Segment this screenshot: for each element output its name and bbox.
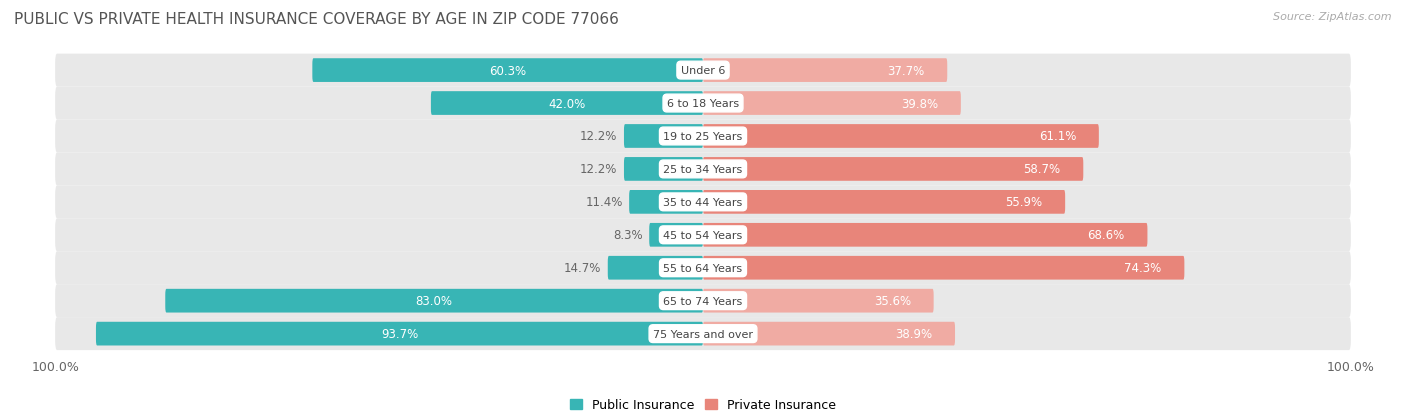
Text: 55 to 64 Years: 55 to 64 Years [664, 263, 742, 273]
Text: 14.7%: 14.7% [564, 261, 602, 275]
Text: 37.7%: 37.7% [887, 64, 925, 77]
FancyBboxPatch shape [703, 59, 948, 83]
Text: 25 to 34 Years: 25 to 34 Years [664, 164, 742, 175]
FancyBboxPatch shape [703, 92, 960, 116]
FancyBboxPatch shape [312, 59, 703, 83]
Text: 35.6%: 35.6% [875, 294, 911, 307]
Text: 83.0%: 83.0% [416, 294, 453, 307]
Text: 38.9%: 38.9% [896, 328, 932, 340]
Text: 68.6%: 68.6% [1087, 229, 1125, 242]
Text: 6 to 18 Years: 6 to 18 Years [666, 99, 740, 109]
Text: 75 Years and over: 75 Years and over [652, 329, 754, 339]
FancyBboxPatch shape [703, 190, 1066, 214]
Text: 8.3%: 8.3% [613, 229, 643, 242]
Text: 19 to 25 Years: 19 to 25 Years [664, 132, 742, 142]
FancyBboxPatch shape [628, 190, 703, 214]
FancyBboxPatch shape [96, 322, 703, 346]
Text: 12.2%: 12.2% [581, 130, 617, 143]
FancyBboxPatch shape [650, 223, 703, 247]
FancyBboxPatch shape [55, 285, 1351, 317]
FancyBboxPatch shape [55, 153, 1351, 186]
Text: 42.0%: 42.0% [548, 97, 585, 110]
Text: 60.3%: 60.3% [489, 64, 526, 77]
Text: 45 to 54 Years: 45 to 54 Years [664, 230, 742, 240]
FancyBboxPatch shape [624, 158, 703, 181]
Text: Source: ZipAtlas.com: Source: ZipAtlas.com [1274, 12, 1392, 22]
FancyBboxPatch shape [166, 289, 703, 313]
FancyBboxPatch shape [703, 289, 934, 313]
Text: PUBLIC VS PRIVATE HEALTH INSURANCE COVERAGE BY AGE IN ZIP CODE 77066: PUBLIC VS PRIVATE HEALTH INSURANCE COVER… [14, 12, 619, 27]
Text: 65 to 74 Years: 65 to 74 Years [664, 296, 742, 306]
FancyBboxPatch shape [55, 120, 1351, 153]
Text: 93.7%: 93.7% [381, 328, 418, 340]
FancyBboxPatch shape [624, 125, 703, 149]
FancyBboxPatch shape [55, 186, 1351, 219]
Text: 74.3%: 74.3% [1125, 261, 1161, 275]
Text: 12.2%: 12.2% [581, 163, 617, 176]
Text: 55.9%: 55.9% [1005, 196, 1042, 209]
FancyBboxPatch shape [703, 322, 955, 346]
Text: Under 6: Under 6 [681, 66, 725, 76]
Legend: Public Insurance, Private Insurance: Public Insurance, Private Insurance [565, 393, 841, 413]
FancyBboxPatch shape [55, 55, 1351, 88]
FancyBboxPatch shape [703, 256, 1184, 280]
FancyBboxPatch shape [703, 223, 1147, 247]
FancyBboxPatch shape [55, 219, 1351, 252]
FancyBboxPatch shape [703, 158, 1083, 181]
Text: 11.4%: 11.4% [585, 196, 623, 209]
FancyBboxPatch shape [55, 88, 1351, 120]
Text: 35 to 44 Years: 35 to 44 Years [664, 197, 742, 207]
FancyBboxPatch shape [703, 125, 1099, 149]
FancyBboxPatch shape [430, 92, 703, 116]
Text: 61.1%: 61.1% [1039, 130, 1076, 143]
Text: 39.8%: 39.8% [901, 97, 938, 110]
FancyBboxPatch shape [55, 317, 1351, 350]
Text: 58.7%: 58.7% [1024, 163, 1060, 176]
FancyBboxPatch shape [607, 256, 703, 280]
FancyBboxPatch shape [55, 252, 1351, 285]
